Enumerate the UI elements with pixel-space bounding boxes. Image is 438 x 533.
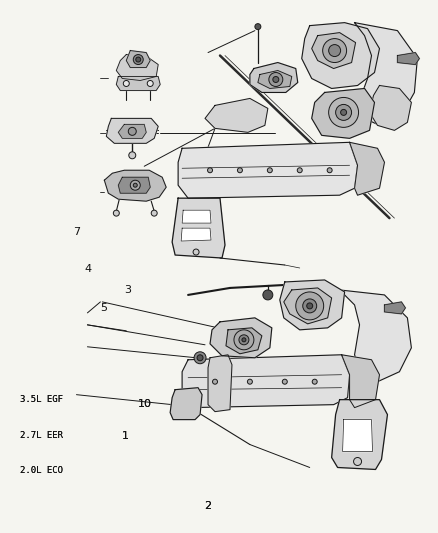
Polygon shape	[258, 70, 292, 88]
Circle shape	[128, 127, 136, 135]
Polygon shape	[302, 22, 379, 88]
Circle shape	[328, 98, 359, 127]
Polygon shape	[350, 142, 385, 195]
Circle shape	[136, 57, 141, 62]
Circle shape	[133, 183, 137, 187]
Polygon shape	[370, 85, 411, 131]
Text: 1: 1	[122, 431, 129, 441]
Polygon shape	[182, 210, 211, 223]
Polygon shape	[117, 54, 158, 80]
Circle shape	[297, 168, 302, 173]
Polygon shape	[342, 355, 379, 408]
Circle shape	[129, 152, 136, 159]
Polygon shape	[210, 318, 272, 358]
Circle shape	[353, 457, 361, 465]
Circle shape	[328, 45, 341, 56]
Circle shape	[323, 38, 346, 62]
Text: 10: 10	[138, 399, 152, 409]
Text: 10: 10	[138, 399, 152, 409]
Polygon shape	[343, 419, 372, 451]
Polygon shape	[106, 118, 158, 143]
Circle shape	[124, 80, 129, 86]
Text: 1: 1	[122, 431, 129, 441]
Circle shape	[208, 168, 212, 173]
Polygon shape	[118, 124, 146, 139]
Circle shape	[303, 299, 317, 313]
Polygon shape	[208, 355, 232, 411]
Circle shape	[133, 54, 143, 64]
Text: 2: 2	[205, 500, 212, 511]
Text: 4: 4	[85, 264, 92, 274]
Text: 7: 7	[74, 227, 81, 237]
Circle shape	[307, 303, 313, 309]
Text: 5: 5	[100, 303, 107, 313]
Polygon shape	[181, 228, 211, 241]
Polygon shape	[178, 142, 357, 198]
Circle shape	[194, 352, 206, 364]
Polygon shape	[117, 77, 160, 91]
Polygon shape	[332, 400, 388, 470]
Polygon shape	[397, 53, 419, 64]
Polygon shape	[250, 62, 298, 92]
Circle shape	[269, 72, 283, 86]
Circle shape	[255, 23, 261, 30]
Polygon shape	[126, 51, 150, 68]
Circle shape	[312, 379, 317, 384]
Circle shape	[212, 379, 218, 384]
Polygon shape	[385, 302, 406, 314]
Circle shape	[283, 379, 287, 384]
Polygon shape	[104, 170, 166, 201]
Text: 2.7L EER: 2.7L EER	[20, 431, 64, 440]
Circle shape	[341, 109, 346, 116]
Text: 3.5L EGF: 3.5L EGF	[20, 395, 64, 404]
Circle shape	[239, 335, 249, 345]
Circle shape	[296, 292, 324, 320]
Circle shape	[327, 168, 332, 173]
Circle shape	[263, 290, 273, 300]
Polygon shape	[339, 290, 411, 382]
Circle shape	[130, 180, 140, 190]
Polygon shape	[118, 177, 150, 193]
Circle shape	[237, 168, 242, 173]
Circle shape	[273, 77, 279, 83]
Polygon shape	[284, 288, 332, 324]
Polygon shape	[182, 355, 350, 408]
Polygon shape	[355, 22, 417, 125]
Polygon shape	[172, 198, 225, 258]
Text: 2: 2	[205, 500, 212, 511]
Circle shape	[197, 355, 203, 361]
Polygon shape	[226, 328, 262, 354]
Polygon shape	[280, 280, 345, 330]
Polygon shape	[205, 99, 268, 132]
Text: 3.5L EGF: 3.5L EGF	[20, 395, 64, 404]
Circle shape	[193, 249, 199, 255]
Circle shape	[247, 379, 252, 384]
Polygon shape	[170, 387, 202, 419]
Circle shape	[113, 210, 119, 216]
Text: 2.7L EER: 2.7L EER	[20, 431, 64, 440]
Circle shape	[151, 210, 157, 216]
Text: 2.0L ECO: 2.0L ECO	[20, 466, 64, 474]
Circle shape	[147, 80, 153, 86]
Polygon shape	[312, 33, 356, 69]
Text: 2.0L ECO: 2.0L ECO	[20, 466, 64, 474]
Circle shape	[234, 330, 254, 350]
Circle shape	[267, 168, 272, 173]
Circle shape	[242, 338, 246, 342]
Circle shape	[336, 104, 352, 120]
Polygon shape	[312, 88, 374, 139]
Text: 3: 3	[124, 286, 131, 295]
